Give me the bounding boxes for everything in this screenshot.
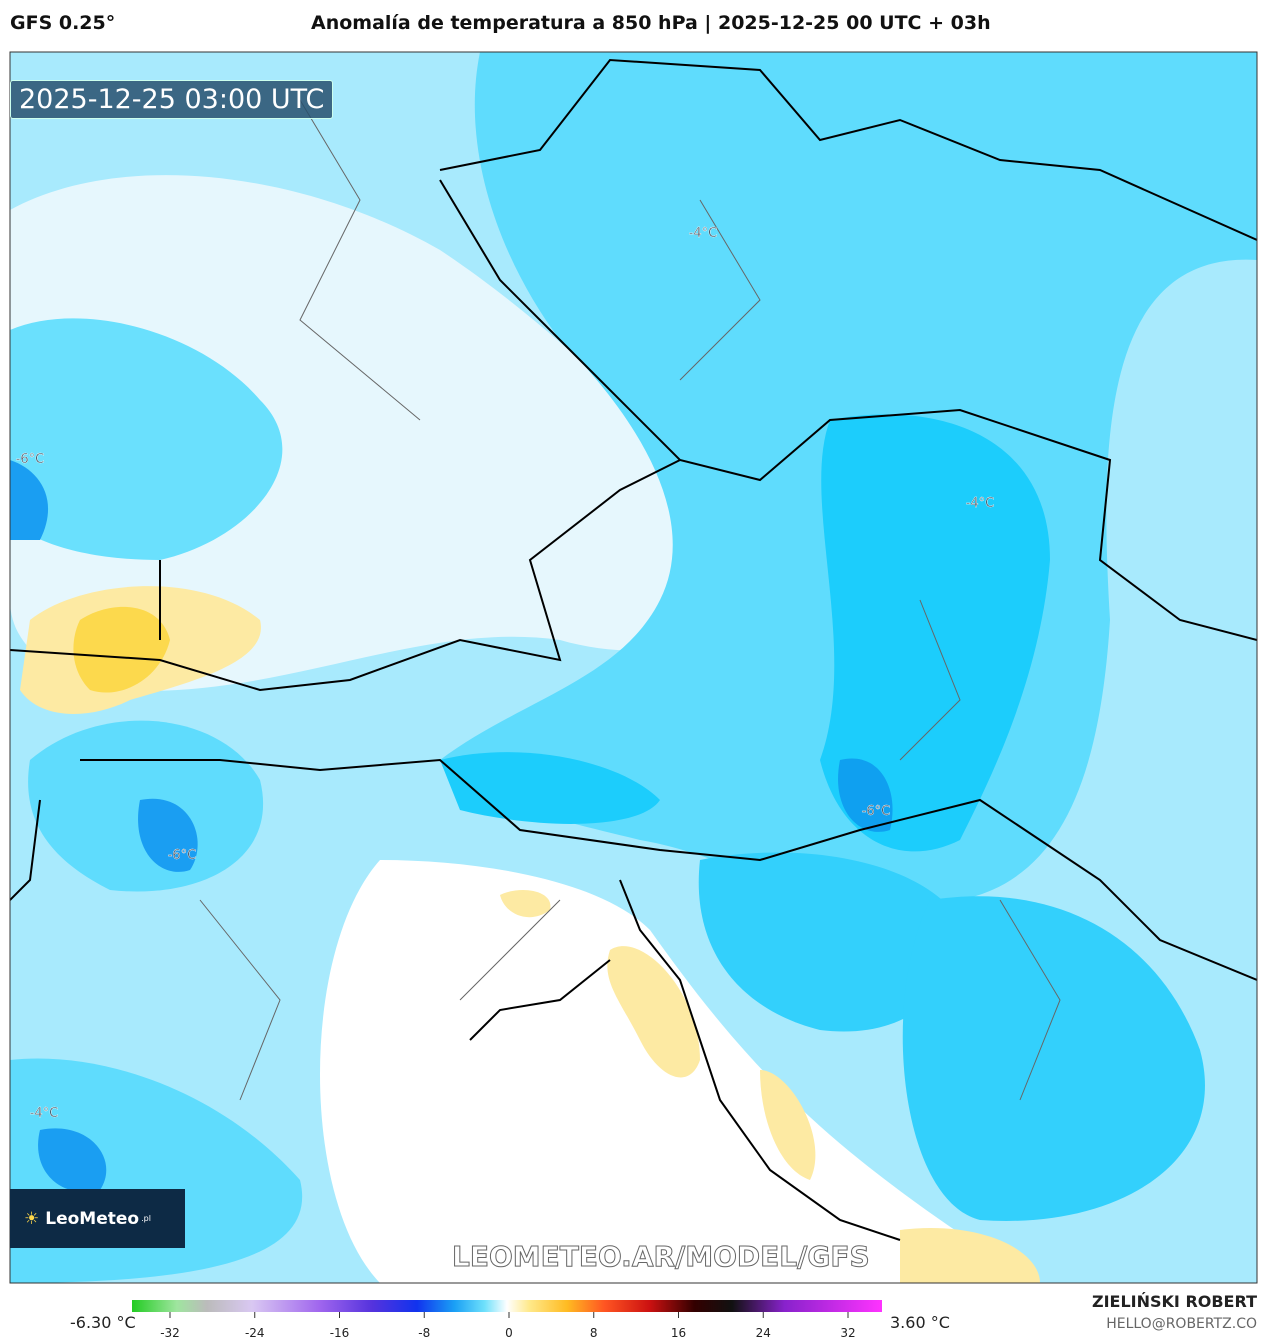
model-label: GFS 0.25° <box>10 12 116 34</box>
colorbar <box>132 1300 882 1312</box>
max-label: 3.60 °C <box>890 1313 950 1332</box>
colorbar-tick-label: 8 <box>590 1326 598 1339</box>
colorbar-tick-label: -16 <box>330 1326 350 1339</box>
logo-suffix: .pl <box>141 1214 151 1223</box>
colorbar-tick-label: 16 <box>671 1326 686 1339</box>
contour-label: -4°C <box>30 1106 59 1121</box>
colorbar-tick-label: 0 <box>505 1326 513 1339</box>
colorbar-tick-label: -8 <box>418 1326 430 1339</box>
contour-label: -6°C <box>862 804 891 819</box>
colorbar-tick-label: -32 <box>160 1326 180 1339</box>
chart-title: Anomalía de temperatura a 850 hPa | 2025… <box>311 12 991 34</box>
min-label: -6.30 °C <box>70 1313 136 1332</box>
contour-label: -4°C <box>966 496 995 511</box>
contour-label: -4°C <box>689 226 718 241</box>
email: HELLO@ROBERTZ.CO <box>1106 1316 1257 1332</box>
logo-name: LeoMeteo <box>45 1208 140 1229</box>
contour-label: -6°C <box>168 848 197 863</box>
contour-label: -6°C <box>16 452 45 467</box>
colorbar-tick-label: 24 <box>756 1326 771 1339</box>
colorbar-tick-label: -24 <box>245 1326 265 1339</box>
colorbar-tick-label: 32 <box>840 1326 855 1339</box>
timestamp: 2025-12-25 03:00 UTC <box>10 80 334 119</box>
map-field <box>10 52 1257 1283</box>
logo: ☀ LeoMeteo .pl <box>10 1189 185 1248</box>
watermark: LEOMETEO.AR/MODEL/GFS <box>452 1240 871 1274</box>
author: ZIELIŃSKI ROBERT <box>1091 1292 1257 1311</box>
